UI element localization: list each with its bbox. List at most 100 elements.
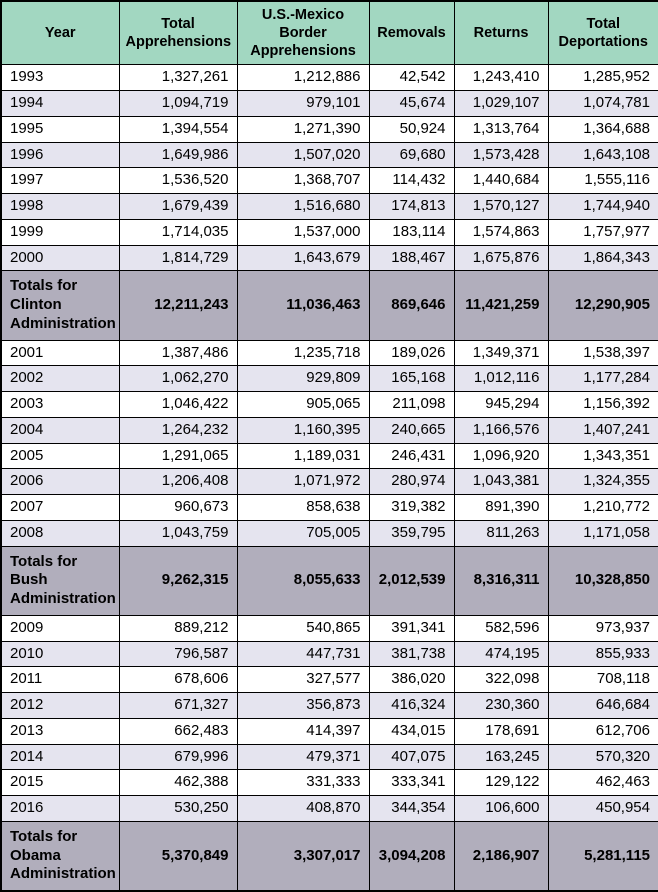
table-row: 1998 1,679,439 1,516,680 174,813 1,570,127 1,… (0, 193, 658, 220)
year-cell: 2007 (0, 494, 120, 521)
value-cell: 1,864,343 (547, 244, 658, 272)
value-cell: 1,285,952 (547, 64, 658, 92)
year-cell: 2003 (0, 391, 120, 418)
value-cell: 5,281,115 (547, 820, 658, 892)
value-cell: 905,065 (236, 391, 370, 418)
value-cell: 708,118 (547, 666, 658, 694)
value-cell: 1,507,020 (236, 141, 370, 169)
value-cell: 811,263 (453, 519, 549, 547)
value-cell: 1,387,486 (118, 339, 238, 367)
year-cell: 2011 (0, 666, 120, 694)
value-cell: 1,536,520 (118, 167, 238, 195)
value-cell: 671,327 (118, 692, 238, 719)
value-cell: 1,156,392 (547, 391, 658, 418)
year-cell: 1997 (0, 167, 120, 195)
value-cell: 1,094,719 (118, 90, 238, 117)
col-header-border-apprehensions: U.S.-Mexico Border Apprehensions (236, 0, 370, 66)
value-cell: 407,075 (368, 743, 455, 771)
table-row: 2011 678,606 327,577 386,020 322,098 708,118 (0, 666, 658, 694)
value-cell: 1,574,863 (453, 218, 549, 246)
value-cell: 69,680 (368, 141, 455, 169)
value-cell: 1,012,116 (453, 365, 549, 393)
value-cell: 945,294 (453, 391, 549, 418)
value-cell: 1,675,876 (453, 244, 549, 272)
value-cell: 414,397 (236, 717, 370, 745)
value-cell: 1,394,554 (118, 115, 238, 143)
value-cell: 178,691 (453, 717, 549, 745)
value-cell: 1,210,772 (547, 494, 658, 521)
table-row: 2004 1,264,232 1,160,395 240,665 1,166,576 1,… (0, 416, 658, 444)
year-cell: 1999 (0, 218, 120, 246)
col-header-total-apprehensions: Total Apprehensions (118, 0, 238, 66)
value-cell: 344,354 (368, 795, 455, 822)
table-row: 2000 1,814,729 1,643,679 188,467 1,675,876 1,… (0, 244, 658, 272)
value-cell: 356,873 (236, 692, 370, 719)
value-cell: 450,954 (547, 795, 658, 822)
value-cell: 333,341 (368, 769, 455, 797)
value-cell: 1,243,410 (453, 64, 549, 92)
value-cell: 1,643,679 (236, 244, 370, 272)
value-cell: 1,368,707 (236, 167, 370, 195)
table-row: 1999 1,714,035 1,537,000 183,114 1,574,863 1,… (0, 218, 658, 246)
table-row: 2013 662,483 414,397 434,015 178,691 612,706 (0, 717, 658, 745)
totals-row: Totals for Clinton Administration 12,211,… (0, 270, 658, 341)
value-cell: 211,098 (368, 391, 455, 418)
value-cell: 1,440,684 (453, 167, 549, 195)
value-cell: 582,596 (453, 614, 549, 642)
year-cell: 1994 (0, 90, 120, 117)
table-row: 2008 1,043,759 705,005 359,795 811,263 1,171,… (0, 519, 658, 547)
value-cell: 1,160,395 (236, 416, 370, 444)
value-cell: 1,714,035 (118, 218, 238, 246)
value-cell: 45,674 (368, 90, 455, 117)
value-cell: 1,516,680 (236, 193, 370, 220)
header-row: Year Total Apprehensions U.S.-Mexico Bor… (0, 0, 658, 66)
value-cell: 42,542 (368, 64, 455, 92)
year-cell: 2009 (0, 614, 120, 642)
value-cell: 889,212 (118, 614, 238, 642)
value-cell: 1,212,886 (236, 64, 370, 92)
year-cell: 2013 (0, 717, 120, 745)
table-row: 2002 1,062,270 929,809 165,168 1,012,116 1,17… (0, 365, 658, 393)
totals-label-cell: Totals for Obama Administration (0, 820, 120, 892)
value-cell: 979,101 (236, 90, 370, 117)
value-cell: 1,757,977 (547, 218, 658, 246)
table-row: 2003 1,046,422 905,065 211,098 945,294 1,156,… (0, 391, 658, 418)
value-cell: 12,290,905 (547, 270, 658, 341)
value-cell: 8,055,633 (236, 545, 370, 616)
value-cell: 1,235,718 (236, 339, 370, 367)
year-cell: 1993 (0, 64, 120, 92)
year-cell: 2000 (0, 244, 120, 272)
value-cell: 2,186,907 (453, 820, 549, 892)
value-cell: 1,271,390 (236, 115, 370, 143)
year-cell: 1998 (0, 193, 120, 220)
totals-row: Totals for Obama Administration 5,370,849… (0, 820, 658, 892)
value-cell: 183,114 (368, 218, 455, 246)
value-cell: 540,865 (236, 614, 370, 642)
value-cell: 1,029,107 (453, 90, 549, 117)
value-cell: 1,264,232 (118, 416, 238, 444)
value-cell: 1,679,439 (118, 193, 238, 220)
totals-label-cell: Totals for Clinton Administration (0, 270, 120, 341)
value-cell: 240,665 (368, 416, 455, 444)
year-cell: 2012 (0, 692, 120, 719)
value-cell: 891,390 (453, 494, 549, 521)
value-cell: 114,432 (368, 167, 455, 195)
table-row: 1993 1,327,261 1,212,886 42,542 1,243,410 1,2… (0, 64, 658, 92)
table-row: 2001 1,387,486 1,235,718 189,026 1,349,371 1,… (0, 339, 658, 367)
value-cell: 1,649,986 (118, 141, 238, 169)
value-cell: 189,026 (368, 339, 455, 367)
col-header-total-deportations: Total Deportations (547, 0, 658, 66)
value-cell: 796,587 (118, 640, 238, 668)
table-row: 1995 1,394,554 1,271,390 50,924 1,313,764 1,3… (0, 115, 658, 143)
value-cell: 12,211,243 (118, 270, 238, 341)
value-cell: 322,098 (453, 666, 549, 694)
value-cell: 1,643,108 (547, 141, 658, 169)
year-cell: 2002 (0, 365, 120, 393)
value-cell: 1,327,261 (118, 64, 238, 92)
value-cell: 960,673 (118, 494, 238, 521)
value-cell: 1,171,058 (547, 519, 658, 547)
table-row: 1997 1,536,520 1,368,707 114,432 1,440,684 1,… (0, 167, 658, 195)
value-cell: 327,577 (236, 666, 370, 694)
year-cell: 2015 (0, 769, 120, 797)
